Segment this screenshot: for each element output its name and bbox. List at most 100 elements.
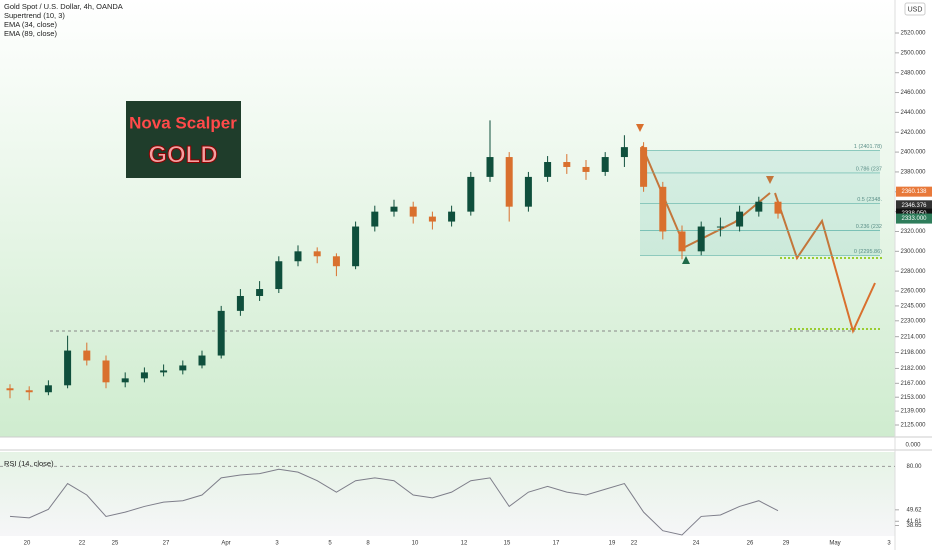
x-tick-label: 5 [328,541,332,547]
y-tick-label: 2182.000 [900,366,926,372]
y-tick-label: 2230.000 [900,318,926,324]
x-tick-label: 15 [504,541,511,547]
rsi-tick-label: 80.00 [906,464,922,470]
price-tag-label: 2360.138 [901,189,927,195]
banner-bg [126,101,241,178]
candle-body [755,201,763,212]
candle-body [83,350,91,361]
projection [774,192,876,334]
x-tick-label: 17 [553,541,560,547]
fib-label: 0.236 (232 [856,224,882,230]
candle-body [352,226,360,267]
candle-body [121,378,129,383]
rsi-pane [0,452,895,536]
candle-body [236,295,244,311]
candle-body [620,147,628,158]
currency-box[interactable] [904,2,926,16]
candle-body [659,186,667,232]
candle-body [409,206,417,217]
x-tick-label: 3 [275,541,279,547]
candle-body [467,176,475,212]
candle-body [640,147,648,187]
y-tick-label: 2380.000 [900,170,926,176]
banner-sub: GOLD [148,141,217,168]
x-tick-label: 26 [747,541,754,547]
price-tag-label: 2346.376 [901,203,927,209]
candle-body [179,365,187,371]
candle-body [544,162,552,177]
arrow-down [766,176,774,184]
rsi-tick-label: 38.65 [906,523,922,529]
candle-body [716,226,724,228]
rsi-tick-label: 49.62 [906,507,922,513]
candle-body [390,206,398,212]
x-tick-label: May [829,541,840,547]
candle-body [371,211,379,227]
candle-body [198,355,206,366]
candle-body [6,388,14,391]
candle-body [332,256,340,267]
candle-body [486,157,494,177]
price-tag [896,213,932,224]
rsi-line [9,468,779,536]
y-tick-label: 2500.000 [900,50,926,56]
price-tag-label: 2333.000 [901,216,927,222]
y-tick-label: 2320.000 [900,229,926,235]
price-tag [896,200,932,211]
candle-body [428,216,436,222]
candle-body [601,157,609,172]
candle-body [505,157,513,207]
x-tick-label: 10 [412,541,419,547]
y-tick-label: 2460.000 [900,90,926,96]
y-tick-label: 2139.000 [900,409,926,415]
candle-body [25,390,33,393]
fib-label: 0 (2295.86) [854,249,882,255]
x-tick-label: 3 [887,541,891,547]
y-tick-label: 2520.000 [900,31,926,37]
y-tick-label: 2125.000 [900,423,926,429]
x-tick-label: 20 [24,541,31,547]
y-tick-label: 2420.000 [900,130,926,136]
y-tick-label: 2440.000 [900,110,926,116]
candle-body [563,162,571,167]
y-tick-label: 2198.000 [900,350,926,356]
arrow-up [682,256,690,264]
price-tag [896,186,932,197]
fib-label: 1 (2401.78) [854,144,882,150]
x-tick-label: 24 [693,541,700,547]
y-tick-label: 2214.000 [900,334,926,340]
indicator: EMA (34, close) [4,20,57,29]
candle-body [736,211,744,227]
fib-label: 0.5 (2348. [857,197,882,203]
candle-body [774,201,782,214]
candle-body [160,370,168,373]
currency[interactable]: USD [908,6,923,13]
candle-body [140,372,148,379]
x-tick-label: 12 [461,541,468,547]
y-tick-label: 2400.000 [900,150,926,156]
candle-body [256,289,264,296]
y-tick-label: 2260.000 [900,289,926,295]
x-tick-label: 27 [163,541,170,547]
candle-body [44,385,52,393]
price-tag [896,208,932,219]
y-tick-label: 2153.000 [900,395,926,401]
main-pane [0,0,895,437]
candle-body [102,360,110,383]
candle-body [64,350,72,386]
indicator: EMA (89, close) [4,29,57,38]
zero-label: 0.000 [905,443,921,449]
banner: Nova Scalper GOLD [126,101,241,178]
rsi-tick-label: 41.61 [906,519,922,525]
candle-body [524,176,532,207]
y-tick-label: 2245.000 [900,303,926,309]
y-tick-label: 2480.000 [900,70,926,76]
candle-body [678,231,686,252]
y-tick-label: 2280.000 [900,269,926,275]
x-tick-label: 25 [112,541,119,547]
x-tick-label: 29 [783,541,790,547]
indicator: Supertrend (10, 3) [4,11,65,20]
y-tick-label: 2300.000 [900,249,926,255]
